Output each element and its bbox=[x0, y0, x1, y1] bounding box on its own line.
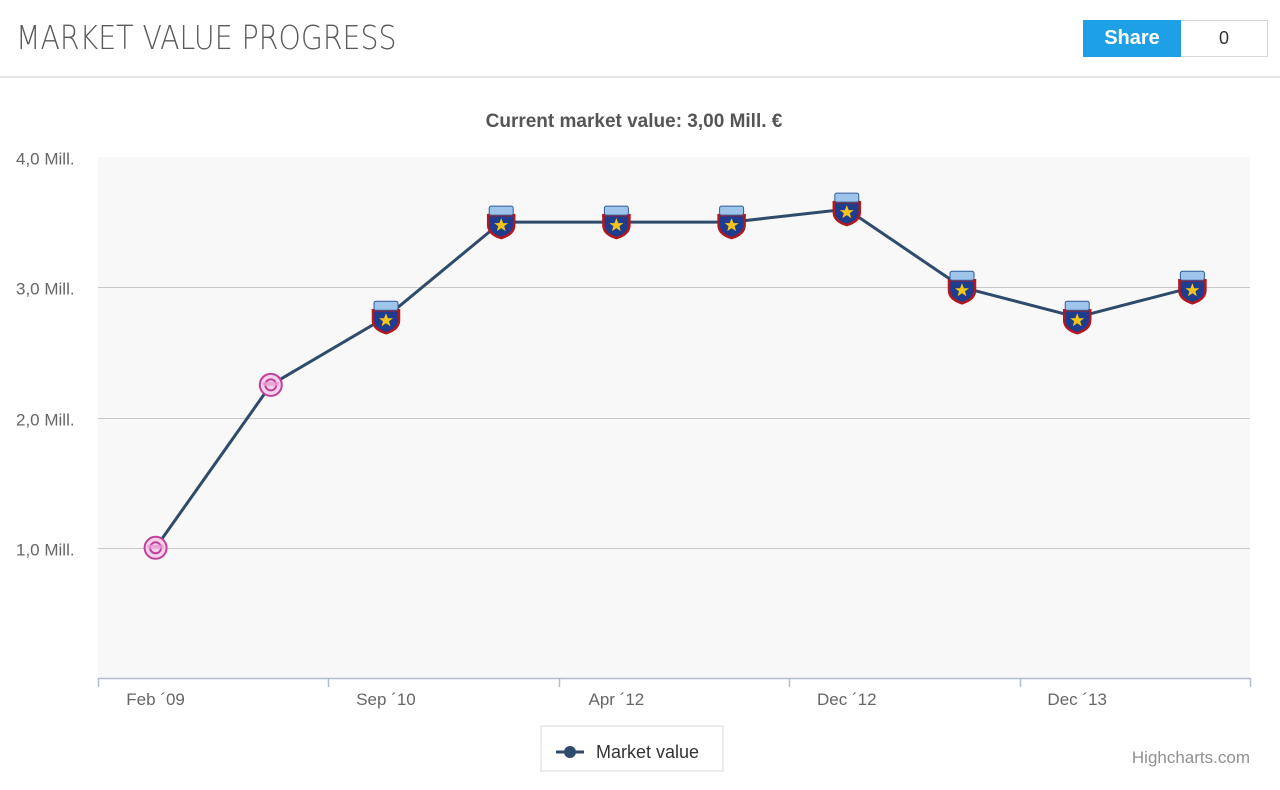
crest-banner bbox=[488, 205, 514, 216]
data-point bbox=[717, 205, 746, 240]
y-tick-label: 1,0 Mill. bbox=[16, 541, 75, 560]
y-tick-label: 3,0 Mill. bbox=[16, 280, 75, 299]
share-count: 0 bbox=[1181, 20, 1268, 57]
share-button[interactable]: Share bbox=[1083, 20, 1181, 57]
y-tick-label: 4,0 Mill. bbox=[16, 150, 75, 169]
plot-background bbox=[98, 157, 1250, 678]
legend-label: Market value bbox=[596, 742, 699, 762]
data-point bbox=[371, 300, 401, 335]
legend[interactable]: Market value bbox=[540, 725, 724, 772]
grid-lines bbox=[98, 287, 1250, 549]
data-point bbox=[602, 205, 631, 240]
x-tick-label: Feb ´09 bbox=[126, 690, 185, 709]
data-point bbox=[258, 372, 283, 397]
crest-banner bbox=[719, 205, 745, 216]
crest-banner bbox=[949, 270, 975, 281]
x-axis: Feb ´09 Sep ´10 Apr ´12 Dec ´12 Dec ´13 bbox=[97, 677, 1252, 709]
data-point bbox=[947, 270, 977, 305]
crest-pink-band bbox=[262, 381, 279, 386]
crest-pink-band bbox=[147, 544, 164, 549]
x-tick-label: Dec ´12 bbox=[817, 690, 877, 709]
star-icon bbox=[839, 205, 854, 219]
star-icon bbox=[724, 218, 739, 232]
series-market-value bbox=[143, 192, 1207, 560]
highcharts-credit[interactable]: Highcharts.com bbox=[1132, 748, 1250, 767]
star-icon bbox=[1070, 313, 1085, 327]
x-tick-label: Apr ´12 bbox=[589, 690, 645, 709]
x-tick-label: Dec ´13 bbox=[1047, 690, 1107, 709]
page-title: MARKET VALUE PROGRESS bbox=[16, 18, 397, 57]
y-tick-label: 2,0 Mill. bbox=[16, 411, 75, 430]
star-icon bbox=[379, 313, 393, 327]
market-value-chart: Feb ´09 Sep ´10 Apr ´12 Dec ´12 Dec ´13 1,0 … bbox=[16, 111, 1252, 772]
crest-banner bbox=[603, 205, 629, 216]
star-icon bbox=[609, 218, 624, 232]
star-icon bbox=[494, 218, 509, 232]
crest-banner bbox=[834, 192, 860, 203]
page-header: MARKET VALUE PROGRESS Share 0 bbox=[0, 0, 1280, 78]
data-point bbox=[486, 205, 516, 240]
data-point bbox=[143, 535, 168, 560]
share-widget: Share 0 bbox=[1083, 20, 1268, 57]
star-icon bbox=[955, 283, 969, 297]
crest-banner bbox=[373, 300, 399, 311]
crest-banner bbox=[1179, 270, 1205, 281]
legend-marker-symbol bbox=[564, 746, 576, 758]
x-tick-label: Sep ´10 bbox=[356, 690, 416, 709]
data-point bbox=[832, 192, 862, 227]
chart-title: Current market value: 3,00 Mill. € bbox=[486, 111, 783, 132]
data-point bbox=[1062, 300, 1092, 335]
data-point bbox=[1178, 270, 1207, 305]
crest-banner bbox=[1064, 300, 1090, 311]
star-icon bbox=[1185, 283, 1200, 297]
y-axis: 1,0 Mill. 2,0 Mill. 3,0 Mill. 4,0 Mill. bbox=[16, 150, 75, 560]
series-line bbox=[154, 207, 1193, 549]
